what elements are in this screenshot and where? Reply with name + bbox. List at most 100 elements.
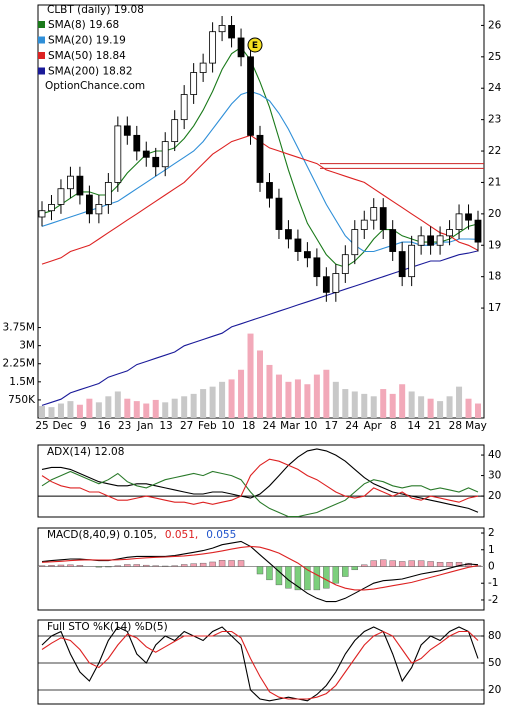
volume-bar [418,396,425,418]
candle-body [332,273,340,293]
candle-body [237,37,245,58]
volume-tick-label: 750K [8,394,36,406]
candle-body [275,197,283,230]
legend-label: SMA(50) 18.84 [48,50,126,62]
volume-bar [124,398,131,418]
candle-body [370,207,378,221]
y-tick-label: 50 [488,657,501,669]
volume-bar [95,402,102,418]
candle-body [351,229,359,256]
candle-body [95,204,103,215]
candle-body [360,219,368,230]
legend-swatch [38,67,45,75]
histogram-bar [48,565,55,567]
x-tick-label: 25 [35,420,48,432]
histogram-bar [398,561,406,567]
volume-bar [380,389,387,418]
candle-body [389,229,397,252]
panel: 80 50 20 Full STO %K(14) %D(5) [37,619,501,705]
histogram-bar [370,560,377,567]
candle-body [322,276,330,293]
histogram-bar [218,560,226,567]
volume-bar [247,333,254,418]
volume-bar [275,374,282,418]
candle-body [465,213,472,221]
x-tick-label: Dec [53,420,74,432]
y-tick-label: 80 [488,630,501,642]
volume-bar [408,391,415,418]
volume-bar [67,401,74,418]
volume-bar [133,401,140,418]
volume-bar [437,401,444,418]
x-tick-label: 14 [407,420,421,432]
volume-tick-label: 3.75M [3,322,35,334]
histogram-bar [304,566,311,591]
volume-bar [475,403,481,418]
histogram-bar [67,564,74,567]
histogram-bar [171,565,178,567]
volume-bar [257,350,263,418]
y-tick-label: 2 [488,527,495,539]
candle-body [142,150,150,158]
histogram-bar [332,566,340,584]
histogram-bar [209,561,216,567]
candle-body [294,238,302,252]
y-tick-label: 24 [488,82,502,94]
y-tick-label: -2 [488,594,498,606]
panel-frame [37,527,485,611]
volume-bar [57,403,64,418]
histogram-bar [57,564,65,567]
histogram-bar [313,566,321,591]
x-tick-label: Apr [364,420,383,432]
y-tick-label: 1 [488,544,495,556]
series-line [41,545,479,591]
legend-label: SMA(200) 18.82 [48,66,133,78]
panel-title: Full STO %K(14) %D(5) [47,621,168,633]
y-tick-label: 21 [488,176,501,188]
candle-body [455,213,463,230]
watermark: OptionChance.com [45,80,145,92]
y-tick-label: 20 [488,490,501,502]
annotation: E [252,41,258,51]
x-tick-label: 28 [449,420,462,432]
panel: 40 30 20 ADX(14) 12.08 [37,444,501,518]
x-tick-label: Jan [136,420,153,432]
histogram-bar [417,560,425,567]
candle-body [133,134,141,152]
candle-body [190,72,198,95]
candle-body [417,235,425,246]
volume-bar [427,398,434,418]
panel-frame [37,619,485,705]
chart-title: CLBT (daily) 19.08 [47,4,144,16]
volume-bar [389,393,396,418]
earnings-marker: E [247,37,263,53]
legend-label: 0.055 [206,529,236,541]
plots: 171819202122232425263.75M3M2.25M1.5M750K… [3,4,502,705]
histogram-bar [455,562,463,567]
x-tick-label: 10 [304,420,317,432]
y-tick-label: 17 [488,302,501,314]
series-line [41,90,479,253]
volume-bar [48,407,55,418]
volume-tick-label: 2.25M [3,358,35,370]
volume-bar [456,386,463,418]
x-tick-label: May [465,420,487,432]
volume-bar [143,403,150,418]
histogram-bar [275,566,283,586]
candle-body [48,204,55,212]
volume-bar [446,396,453,418]
candle-body [408,244,416,278]
histogram-bar [133,564,140,567]
series-line [41,470,479,518]
candle-body [474,219,482,243]
x-tick-label: 23 [118,420,131,432]
volume-bar [351,391,358,418]
volume-bar [190,393,197,418]
volume-bar [228,379,235,418]
volume-bar [465,398,472,418]
legend-label: SMA(20) 19.19 [48,35,126,47]
volume-bar [266,364,273,418]
volume-bar [304,384,311,418]
candle-body [199,62,207,73]
